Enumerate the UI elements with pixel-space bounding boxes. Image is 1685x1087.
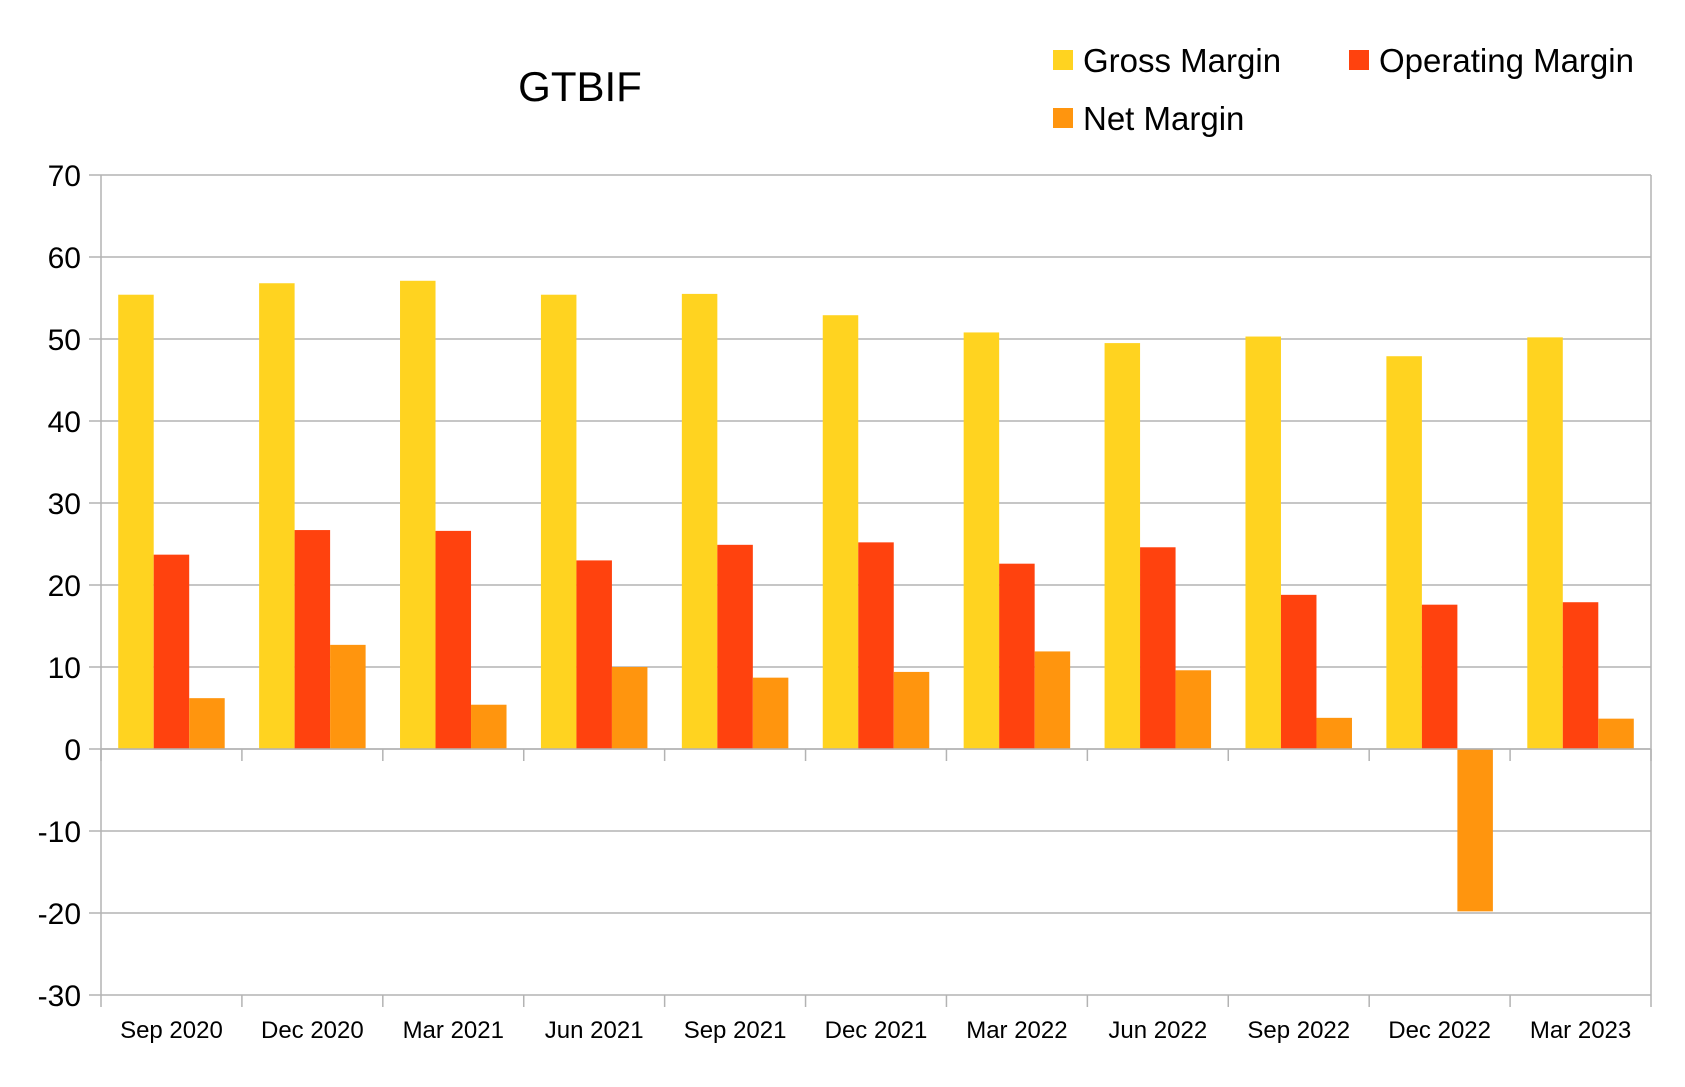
y-tick-label: 20 xyxy=(48,570,81,603)
y-tick-label: 70 xyxy=(48,160,81,193)
bar-operating-margin xyxy=(1140,547,1176,749)
bar-net-margin xyxy=(1598,718,1634,749)
bar-operating-margin xyxy=(435,530,472,749)
legend-swatch-net-margin xyxy=(1053,108,1073,128)
bar-net-margin xyxy=(752,677,789,749)
legend-swatch-operating-margin xyxy=(1349,50,1369,70)
bar-gross-margin xyxy=(259,283,295,749)
bar-gross-margin xyxy=(540,294,577,749)
bar-operating-margin xyxy=(999,563,1035,749)
bar-operating-margin xyxy=(153,554,190,749)
bars xyxy=(118,280,1634,912)
x-tick-label: Mar 2022 xyxy=(966,1017,1067,1044)
legend-label: Gross Margin xyxy=(1083,42,1281,79)
x-tick-label: Jun 2022 xyxy=(1108,1017,1207,1044)
legend-label: Operating Margin xyxy=(1379,42,1634,79)
bar-net-margin xyxy=(1175,670,1212,749)
x-tick-label: Jun 2021 xyxy=(545,1017,644,1044)
y-tick-label: 50 xyxy=(48,324,81,357)
bar-gross-margin xyxy=(1104,343,1141,749)
bar-net-margin xyxy=(471,704,507,749)
x-tick-label: Dec 2022 xyxy=(1388,1017,1491,1044)
y-tick-label: -20 xyxy=(38,898,81,931)
bar-gross-margin xyxy=(822,315,859,749)
y-tick-label: -30 xyxy=(38,980,81,1013)
x-tick-label: Sep 2021 xyxy=(684,1017,787,1044)
bar-net-margin xyxy=(1457,749,1493,912)
y-tick-label: 60 xyxy=(48,242,81,275)
legend-label: Net Margin xyxy=(1083,100,1244,137)
bar-net-margin xyxy=(893,671,930,749)
x-axis-ticks: Sep 2020 Dec 2020 Mar 2021 Jun 2021 Sep 2021… xyxy=(120,1017,1631,1044)
bar-operating-margin xyxy=(576,560,612,749)
bar-operating-margin xyxy=(1421,604,1458,749)
bar-gross-margin xyxy=(118,294,154,749)
x-tick-label: Mar 2023 xyxy=(1530,1017,1631,1044)
bar-operating-margin xyxy=(858,542,894,749)
bar-net-margin xyxy=(1034,651,1071,749)
bar-gross-margin xyxy=(1245,336,1281,749)
x-tick-label: Dec 2021 xyxy=(825,1017,928,1044)
y-tick-label: -10 xyxy=(38,816,81,849)
bar-operating-margin xyxy=(294,530,331,749)
y-axis-ticks: 70 60 50 40 30 20 10 0 -10 -20 -30 xyxy=(38,160,81,1013)
bar-operating-margin xyxy=(717,544,753,749)
axes xyxy=(89,174,1652,1007)
y-tick-label: 0 xyxy=(64,734,81,767)
x-tick-label: Mar 2021 xyxy=(403,1017,504,1044)
bar-net-margin xyxy=(330,644,366,749)
x-tick-label: Sep 2020 xyxy=(120,1017,223,1044)
legend: Gross Margin Operating Margin Net Margin xyxy=(1053,42,1634,137)
chart-title: GTBIF xyxy=(518,63,642,110)
bar-net-margin xyxy=(1316,717,1352,749)
bar-gross-margin xyxy=(1527,337,1563,749)
bar-gross-margin xyxy=(400,280,436,749)
bar-net-margin xyxy=(611,667,648,749)
y-tick-label: 10 xyxy=(48,652,81,685)
bar-operating-margin xyxy=(1562,602,1599,749)
x-tick-label: Dec 2020 xyxy=(261,1017,364,1044)
legend-swatch-gross-margin xyxy=(1053,50,1073,70)
bar-operating-margin xyxy=(1280,594,1317,749)
bar-gross-margin xyxy=(681,293,718,749)
bar-gross-margin xyxy=(1386,356,1422,749)
y-tick-label: 30 xyxy=(48,488,81,521)
y-tick-label: 40 xyxy=(48,406,81,439)
bar-net-margin xyxy=(189,698,225,749)
x-tick-label: Sep 2022 xyxy=(1247,1017,1350,1044)
bar-gross-margin xyxy=(963,332,1000,749)
